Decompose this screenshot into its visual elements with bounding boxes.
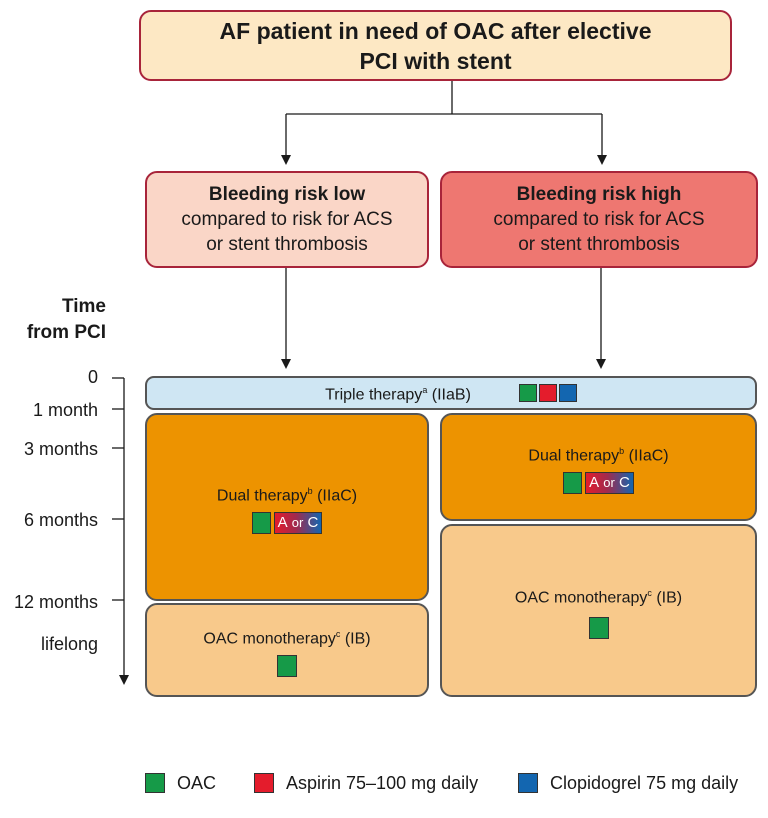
- or-text: or: [291, 514, 304, 530]
- tick-label-0: 0: [87, 367, 98, 387]
- clopidogrel-letter: C: [307, 513, 319, 531]
- triple-therapy-drugs: [518, 384, 577, 402]
- triple-therapy-class: (IIaB): [431, 386, 471, 404]
- dual-therapy-low-box: Dual therapyb (IIaC) A or C: [145, 413, 429, 601]
- dual-therapy-low-drugs: A or C: [251, 511, 323, 534]
- triple-therapy-footnote: a: [422, 385, 428, 396]
- legend-aspirin-label: Aspirin 75–100 mg daily: [286, 772, 479, 793]
- dual-therapy-low-footnote: b: [307, 486, 313, 497]
- oac-monotherapy-high-box: OAC monotherapyc (IB): [440, 524, 757, 697]
- tick-label-12-months: 12 months: [13, 592, 98, 612]
- bleeding-risk-low-box: Bleeding risk low compared to risk for A…: [145, 171, 429, 268]
- mono-high-class: (IB): [656, 589, 683, 607]
- legend-clopidogrel-label: Clopidogrel 75 mg daily: [550, 772, 739, 793]
- clopidogrel-square-icon: [558, 384, 577, 402]
- risk-high-line1: compared to risk for ACS: [493, 209, 705, 230]
- mono-low-class: (IB): [344, 630, 371, 648]
- dual-therapy-high-label: Dual therapyb (IIaC): [528, 440, 668, 467]
- time-axis-title-line1: Time: [61, 296, 106, 317]
- dual-therapy-high-name: Dual therapy: [528, 447, 620, 465]
- clopidogrel-letter: C: [619, 473, 630, 491]
- dual-therapy-low-name: Dual therapy: [216, 487, 308, 505]
- bleeding-risk-high-box: Bleeding risk high compared to risk for …: [440, 171, 758, 268]
- or-text: or: [603, 474, 615, 490]
- mono-low-drugs: [277, 654, 297, 677]
- triple-therapy-box: Triple therapya (IIaB): [145, 376, 757, 410]
- oac-square-icon: [277, 654, 297, 677]
- aspirin-letter: A: [277, 513, 288, 531]
- patient-box-line2: PCI with stent: [359, 47, 512, 74]
- oac-monotherapy-low-box: OAC monotherapyc (IB): [145, 603, 429, 697]
- dual-therapy-high-footnote: b: [619, 446, 625, 457]
- dual-therapy-high-box: Dual therapyb (IIaC) A or C: [440, 413, 757, 521]
- dual-therapy-high-class: (IIaC): [628, 447, 669, 465]
- dual-therapy-low-class: (IIaC): [317, 487, 358, 505]
- legend-oac-label: OAC: [177, 772, 217, 793]
- mono-low-name: OAC monotherapy: [203, 630, 336, 648]
- mono-high-label: OAC monotherapyc (IB): [515, 582, 682, 609]
- dual-therapy-high-drugs: A or C: [563, 471, 634, 494]
- oac-square-icon: [588, 617, 609, 640]
- legend-item-clopidogrel: Clopidogrel 75 mg daily: [518, 770, 738, 796]
- tick-label-1-month: 1 month: [32, 400, 98, 420]
- tick-label-6-months: 6 months: [23, 510, 98, 530]
- tick-label-3-months: 3 months: [23, 439, 98, 459]
- mono-high-drugs: [588, 617, 609, 640]
- legend-item-oac: OAC: [145, 770, 216, 796]
- oac-square-icon: [563, 471, 583, 494]
- aspirin-letter: A: [589, 473, 600, 491]
- risk-high-line2: or stent thrombosis: [518, 234, 680, 255]
- aspirin-or-clopidogrel-badge: A or C: [273, 511, 323, 534]
- tick-label-lifelong: lifelong: [40, 634, 98, 654]
- risk-low-line1: compared to risk for ACS: [181, 209, 393, 230]
- triple-therapy-label: Triple therapya (IIaB): [325, 379, 471, 406]
- risk-low-title: Bleeding risk low: [208, 184, 366, 205]
- mono-high-footnote: c: [647, 587, 652, 598]
- patient-box: AF patient in need of OAC after elective…: [139, 10, 732, 81]
- triple-therapy-name: Triple therapy: [325, 386, 423, 404]
- dual-therapy-low-label: Dual therapyb (IIaC): [217, 480, 357, 507]
- mono-low-label: OAC monotherapyc (IB): [203, 623, 370, 650]
- aspirin-or-clopidogrel-badge: A or C: [585, 471, 634, 494]
- time-axis-title-line2: from PCI: [26, 322, 106, 343]
- patient-box-line1: AF patient in need of OAC after elective: [219, 17, 652, 44]
- legend-item-aspirin: Aspirin 75–100 mg daily: [254, 770, 478, 796]
- aspirin-square-icon: [538, 384, 557, 402]
- oac-square-icon: [518, 384, 537, 402]
- risk-low-line2: or stent thrombosis: [206, 234, 368, 255]
- oac-square-icon: [251, 511, 271, 534]
- legend-clopidogrel-swatch-icon: [518, 773, 538, 793]
- mono-low-footnote: c: [335, 629, 341, 640]
- mono-high-name: OAC monotherapy: [514, 589, 648, 607]
- legend-oac-swatch-icon: [145, 773, 165, 793]
- time-axis-title: Time from PCI: [10, 294, 106, 346]
- risk-high-title: Bleeding risk high: [516, 184, 682, 205]
- legend-aspirin-swatch-icon: [254, 773, 274, 793]
